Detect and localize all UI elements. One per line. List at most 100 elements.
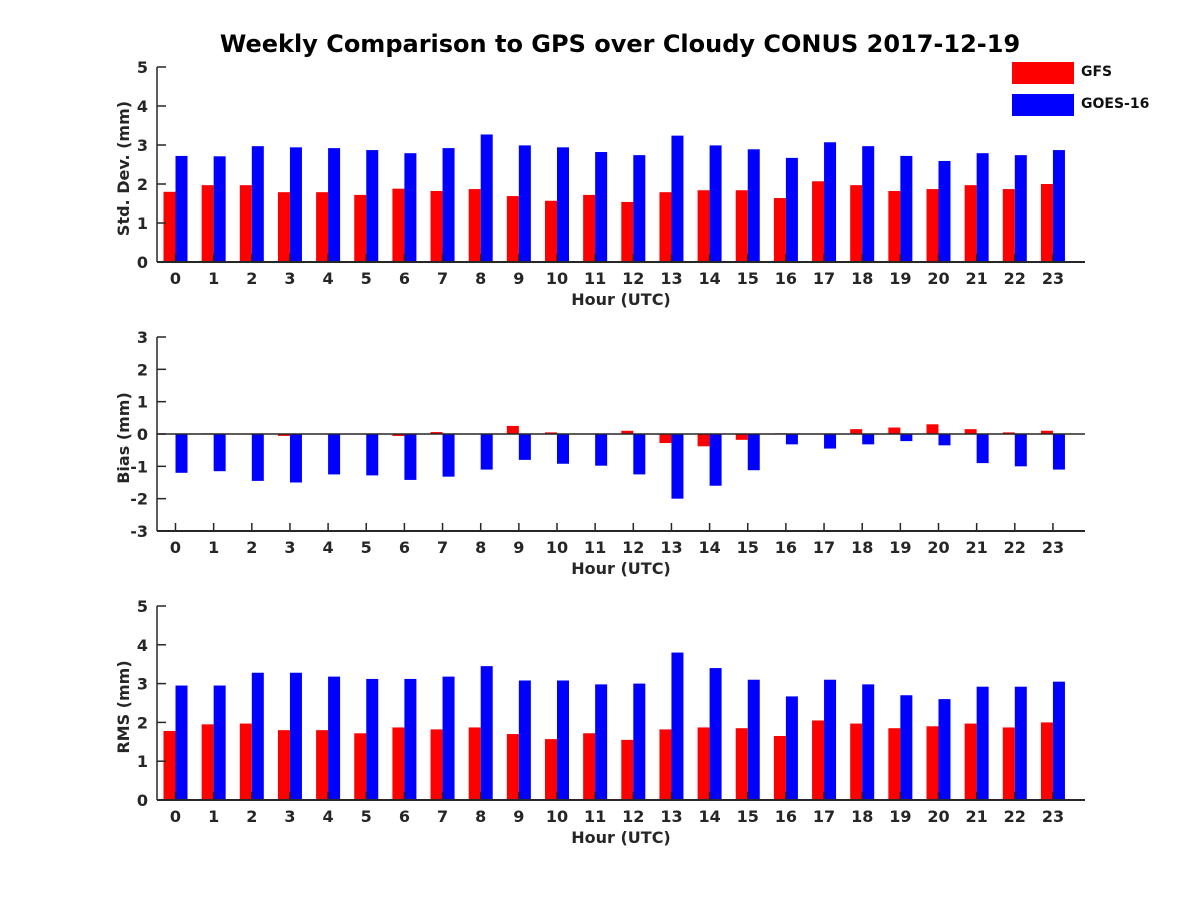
bar-goes16-panel1-hour-13 <box>671 135 684 262</box>
y-tick-label-panel3: 4 <box>137 636 148 655</box>
x-tick-label-panel3: 6 <box>399 807 410 826</box>
x-tick-label-panel3: 11 <box>584 807 606 826</box>
bar-gfs-panel3-hour-9 <box>506 734 519 800</box>
x-tick-label-panel1: 23 <box>1042 269 1064 288</box>
y-tick-label-panel1: 3 <box>137 136 148 155</box>
x-tick-label-panel2: 1 <box>208 538 219 557</box>
bar-gfs-panel1-hour-17 <box>812 181 825 262</box>
x-tick-label-panel1: 5 <box>361 269 372 288</box>
bar-gfs-panel3-hour-6 <box>392 727 405 800</box>
bar-gfs-panel3-hour-13 <box>659 729 672 800</box>
bar-gfs-panel3-hour-17 <box>812 720 825 800</box>
bar-gfs-panel3-hour-16 <box>773 735 786 800</box>
x-tick-label-panel3: 7 <box>437 807 448 826</box>
x-tick-label-panel1: 18 <box>851 269 873 288</box>
x-tick-label-panel2: 11 <box>584 538 606 557</box>
x-tick-label-panel1: 8 <box>475 269 486 288</box>
bar-gfs-panel3-hour-3 <box>277 730 290 800</box>
bar-gfs-panel3-hour-0 <box>163 730 176 800</box>
x-axis-label-panel1: Hour (UTC) <box>571 290 671 309</box>
x-tick-label-panel2: 10 <box>546 538 568 557</box>
chart-title: Weekly Comparison to GPS over Cloudy CON… <box>219 30 1021 58</box>
x-tick-label-panel2: 12 <box>622 538 644 557</box>
y-tick-label-panel2: 1 <box>137 393 148 412</box>
bar-goes16-panel1-hour-7 <box>442 148 455 262</box>
bar-gfs-panel1-hour-23 <box>1040 184 1053 262</box>
x-tick-label-panel1: 2 <box>246 269 257 288</box>
bar-goes16-panel2-hour-3 <box>289 434 302 483</box>
bar-goes16-panel1-hour-17 <box>824 142 837 262</box>
bar-gfs-panel1-hour-15 <box>735 190 748 262</box>
bar-gfs-panel1-hour-1 <box>201 185 214 262</box>
bar-goes16-panel1-hour-19 <box>900 155 913 262</box>
x-tick-label-panel3: 4 <box>323 807 334 826</box>
bar-gfs-panel3-hour-4 <box>316 730 329 800</box>
bar-gfs-panel1-hour-20 <box>926 189 939 262</box>
bar-goes16-panel3-hour-8 <box>480 666 493 800</box>
legend: GFS GOES-16 <box>1012 62 1192 122</box>
y-tick-label-panel1: 0 <box>137 253 148 272</box>
bar-goes16-panel2-hour-14 <box>709 434 722 486</box>
bar-gfs-panel1-hour-3 <box>277 192 290 262</box>
bar-goes16-panel1-hour-16 <box>785 157 798 262</box>
bar-goes16-panel2-hour-10 <box>557 434 569 464</box>
y-axis-label-panel3: RMS (mm) <box>114 660 133 753</box>
bar-gfs-panel2-hour-12 <box>621 430 634 434</box>
bar-goes16-panel3-hour-5 <box>366 678 379 800</box>
bar-goes16-panel1-hour-1 <box>213 156 226 262</box>
bar-gfs-panel3-hour-15 <box>735 728 748 800</box>
bar-goes16-panel3-hour-0 <box>175 685 188 800</box>
bar-goes16-panel2-hour-13 <box>671 434 684 499</box>
y-tick-label-panel3: 0 <box>137 791 148 810</box>
x-tick-label-panel1: 3 <box>284 269 295 288</box>
bar-gfs-panel2-hour-15 <box>735 434 748 440</box>
bar-gfs-panel1-hour-2 <box>239 185 252 262</box>
bar-goes16-panel2-hour-5 <box>366 434 379 476</box>
x-tick-label-panel3: 3 <box>284 807 295 826</box>
bar-gfs-panel1-hour-11 <box>583 194 596 262</box>
bar-gfs-panel1-hour-16 <box>773 198 786 262</box>
legend-label-gfs: GFS <box>1081 64 1113 80</box>
bar-goes16-panel3-hour-21 <box>976 686 989 800</box>
bar-gfs-panel1-hour-6 <box>392 188 405 262</box>
x-tick-label-panel2: 14 <box>698 538 720 557</box>
x-tick-label-panel1: 6 <box>399 269 410 288</box>
bar-gfs-panel2-hour-20 <box>926 424 939 434</box>
x-tick-label-panel3: 21 <box>966 807 988 826</box>
bar-goes16-panel3-hour-15 <box>747 679 760 800</box>
bar-gfs-panel3-hour-21 <box>964 723 977 800</box>
bar-goes16-panel1-hour-12 <box>633 155 646 262</box>
x-tick-label-panel2: 21 <box>966 538 988 557</box>
bar-gfs-panel3-hour-2 <box>239 723 252 800</box>
bar-goes16-panel3-hour-1 <box>213 685 226 800</box>
bar-goes16-panel2-hour-6 <box>404 434 417 480</box>
bar-gfs-panel2-hour-9 <box>506 425 519 434</box>
bar-gfs-panel3-hour-23 <box>1040 722 1053 800</box>
x-tick-label-panel1: 22 <box>1004 269 1026 288</box>
bar-goes16-panel3-hour-17 <box>824 679 837 800</box>
x-tick-label-panel1: 11 <box>584 269 606 288</box>
x-tick-label-panel2: 18 <box>851 538 873 557</box>
bar-gfs-panel2-hour-22 <box>1002 432 1015 434</box>
bar-gfs-panel3-hour-7 <box>430 729 443 800</box>
x-tick-label-panel1: 16 <box>775 269 797 288</box>
bar-goes16-panel1-hour-20 <box>938 160 951 262</box>
bar-gfs-panel3-hour-11 <box>583 733 596 800</box>
y-tick-label-panel2: 2 <box>137 360 148 379</box>
x-tick-label-panel1: 0 <box>170 269 181 288</box>
x-tick-label-panel2: 22 <box>1004 538 1026 557</box>
bar-goes16-panel3-hour-22 <box>1014 686 1027 800</box>
bar-gfs-panel1-hour-10 <box>545 200 557 262</box>
x-tick-label-panel3: 9 <box>513 807 524 826</box>
bar-goes16-panel2-hour-21 <box>976 434 989 464</box>
bar-goes16-panel2-hour-2 <box>251 434 264 481</box>
y-tick-label-panel1: 4 <box>137 97 148 116</box>
bar-goes16-panel1-hour-14 <box>709 145 722 262</box>
x-tick-label-panel2: 4 <box>323 538 334 557</box>
x-tick-label-panel3: 17 <box>813 807 835 826</box>
x-tick-label-panel1: 12 <box>622 269 644 288</box>
bar-goes16-panel1-hour-5 <box>366 150 379 262</box>
y-tick-label-panel2: -1 <box>130 457 148 476</box>
bar-gfs-panel2-hour-21 <box>964 429 977 434</box>
